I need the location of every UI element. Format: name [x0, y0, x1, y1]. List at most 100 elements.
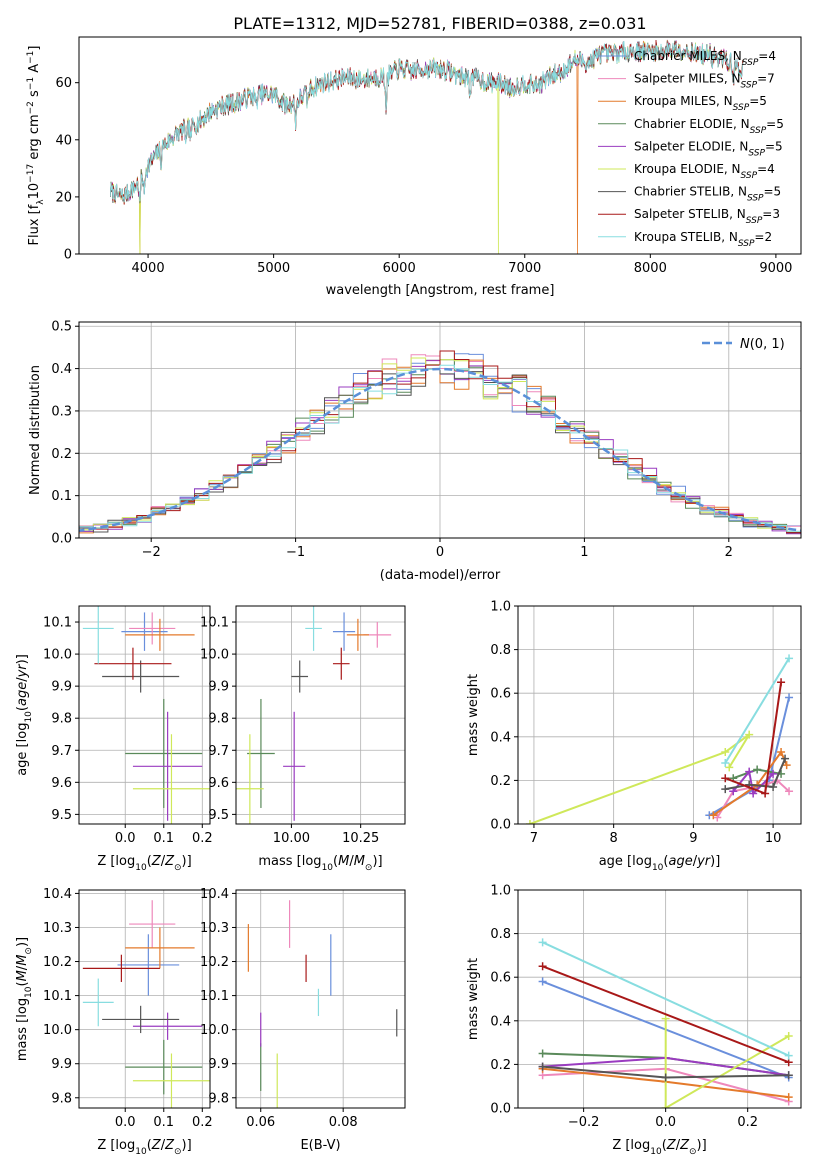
legend-label: Chabrier MILES, NSSP=4	[634, 49, 776, 68]
legend-label: Chabrier STELIB, NSSP=5	[634, 185, 781, 204]
y-tick-label: 9.8	[51, 1091, 72, 1106]
y-tick-label: 10.1	[43, 616, 72, 631]
legend-label: Chabrier ELODIE, NSSP=5	[634, 117, 784, 136]
x-tick-label: 6000	[383, 261, 416, 276]
x-tick-label: 0.1	[153, 831, 174, 846]
y-tick-label: 9.5	[51, 808, 72, 823]
x-tick-label: 10	[765, 831, 782, 846]
y-tick-label: 9.7	[208, 744, 229, 759]
x-tick-label: −0.2	[568, 1115, 600, 1130]
y-tick-label: 0.0	[51, 532, 72, 547]
weight-marker	[538, 1049, 547, 1058]
plot-area	[247, 900, 398, 1108]
plot-area	[110, 39, 744, 254]
weight-marker	[661, 1014, 670, 1023]
axes-frame	[78, 605, 211, 825]
figure-title: PLATE=1312, MJD=52781, FIBERID=0388, z=0…	[233, 14, 646, 33]
y-tick-label: 1.0	[490, 884, 511, 899]
x-tick-label: 9	[689, 831, 697, 846]
y-axis-label: age [log10(age/yr)]	[15, 654, 34, 776]
x-tick-label: 0.08	[329, 1115, 358, 1130]
y-tick-label: 9.9	[51, 680, 72, 695]
x-tick-label: 9000	[759, 261, 792, 276]
weight-marker	[777, 748, 786, 757]
weight-line-kroupa-stelib	[542, 941, 790, 1057]
weight-marker	[781, 754, 790, 763]
y-tick-label: 10.3	[200, 921, 229, 936]
y-tick-label: 20	[55, 190, 72, 205]
weight-line-salpeter-stelib	[542, 965, 790, 1064]
weight-marker	[661, 1104, 670, 1108]
y-tick-label: 10.0	[43, 1023, 72, 1038]
weight-marker	[721, 748, 730, 757]
panel-mass-weight-vs-Z: −0.2 0.0 0.2 0.0 0.2 0.4 0.6 0.8 1.0 Z [log10(Z/Z…	[466, 884, 802, 1157]
y-tick-label: 0.0	[490, 1102, 511, 1117]
y-tick-label: 10.0	[200, 1023, 229, 1038]
plot-area	[79, 350, 801, 536]
x-tick-label: 0.1	[153, 1115, 174, 1130]
weight-marker	[785, 654, 794, 663]
y-tick-label: 0.4	[490, 730, 511, 745]
y-tick-label: 10.3	[43, 921, 72, 936]
x-axis-label: E(B-V)	[300, 1138, 340, 1153]
y-tick-label: 9.7	[51, 744, 72, 759]
weight-marker	[538, 938, 547, 947]
weight-marker	[761, 789, 770, 798]
weight-marker	[785, 693, 794, 702]
weight-line-kroupa-stelib	[724, 657, 790, 764]
weight-marker	[753, 765, 762, 774]
x-tick-label: 7	[530, 831, 538, 846]
y-tick-label: 0.2	[51, 447, 72, 462]
y-axis-label: mass weight	[466, 958, 481, 1040]
weight-marker	[784, 1051, 793, 1060]
legend-label: Kroupa ELODIE, NSSP=4	[634, 162, 775, 181]
weight-marker	[538, 1062, 547, 1071]
y-tick-label: 0.0	[490, 818, 511, 833]
y-tick-label: 10.2	[200, 955, 229, 970]
x-axis-label: mass [log10(M/M⊙)]	[258, 854, 382, 873]
x-tick-label: 0.0	[655, 1115, 676, 1130]
plot-area	[82, 606, 210, 824]
y-tick-label: 10.4	[43, 887, 72, 902]
panel-mass-weight-vs-age: 7 8 9 10 0.0 0.2 0.4 0.6 0.8 1.0 age [log10(age/yr…	[466, 600, 802, 873]
y-tick-label: 9.5	[208, 808, 229, 823]
panel-residuals: −2 −1 0 1 2 0.0 0.1 0.2 0.3 0.4 0.5 N(0, 1) (data-mo…	[28, 320, 802, 583]
weight-marker	[661, 1073, 670, 1082]
x-axis-label: wavelength [Angstrom, rest frame]	[326, 283, 555, 298]
weight-marker	[538, 977, 547, 986]
plot-area	[538, 938, 793, 1108]
x-tick-label: 0	[436, 545, 444, 560]
weight-marker	[769, 782, 778, 791]
y-tick-label: 10.0	[43, 648, 72, 663]
legend-label: Kroupa MILES, NSSP=5	[634, 94, 767, 113]
axes-frame	[78, 889, 211, 1109]
y-axis-label: mass weight	[466, 674, 481, 756]
x-axis-label: Z [log10(Z/Z⊙)]	[97, 1138, 191, 1157]
panel-mass-vs-ebv: 0.06 0.08 9.8 9.9 10.0 10.1 10.2 10.3 10.4 E(B-V)	[200, 887, 406, 1153]
y-tick-label: 0.1	[51, 489, 72, 504]
weight-marker	[721, 785, 730, 794]
weight-marker	[769, 769, 778, 778]
panel-spectrum: 4000 5000 6000 7000 8000 9000 0 20 40 60 Chabrier …	[26, 36, 802, 298]
x-tick-label: 10.00	[273, 831, 310, 846]
y-tick-label: 0.3	[51, 404, 72, 419]
y-tick-label: 0.8	[490, 927, 511, 942]
y-tick-label: 0.4	[490, 1014, 511, 1029]
y-tick-label: 9.8	[51, 712, 72, 727]
y-tick-label: 10.1	[200, 616, 229, 631]
y-tick-label: 0.4	[51, 362, 72, 377]
weight-marker	[782, 761, 791, 770]
weight-line-kroupa-elodie	[664, 1018, 790, 1108]
x-tick-label: 7000	[508, 261, 541, 276]
weight-marker	[745, 767, 754, 776]
x-tick-label: 8000	[634, 261, 667, 276]
y-axis-label: Flux [fλ10−17 erg cm−2 s−1 A−1]	[26, 46, 46, 246]
x-tick-label: 0.0	[115, 1115, 136, 1130]
weight-marker	[784, 1032, 793, 1041]
plot-area	[525, 654, 794, 824]
x-axis-label: Z [log10(Z/Z⊙)]	[612, 1138, 706, 1157]
histogram-salpeter-stelib	[79, 350, 801, 535]
panel-mass-vs-Z: 0.0 0.1 0.2 9.8 9.9 10.0 10.1 10.2 10.3 10.4 Z [lo…	[15, 887, 213, 1157]
axes-frame	[235, 889, 406, 1109]
y-tick-label: 0	[64, 248, 72, 263]
